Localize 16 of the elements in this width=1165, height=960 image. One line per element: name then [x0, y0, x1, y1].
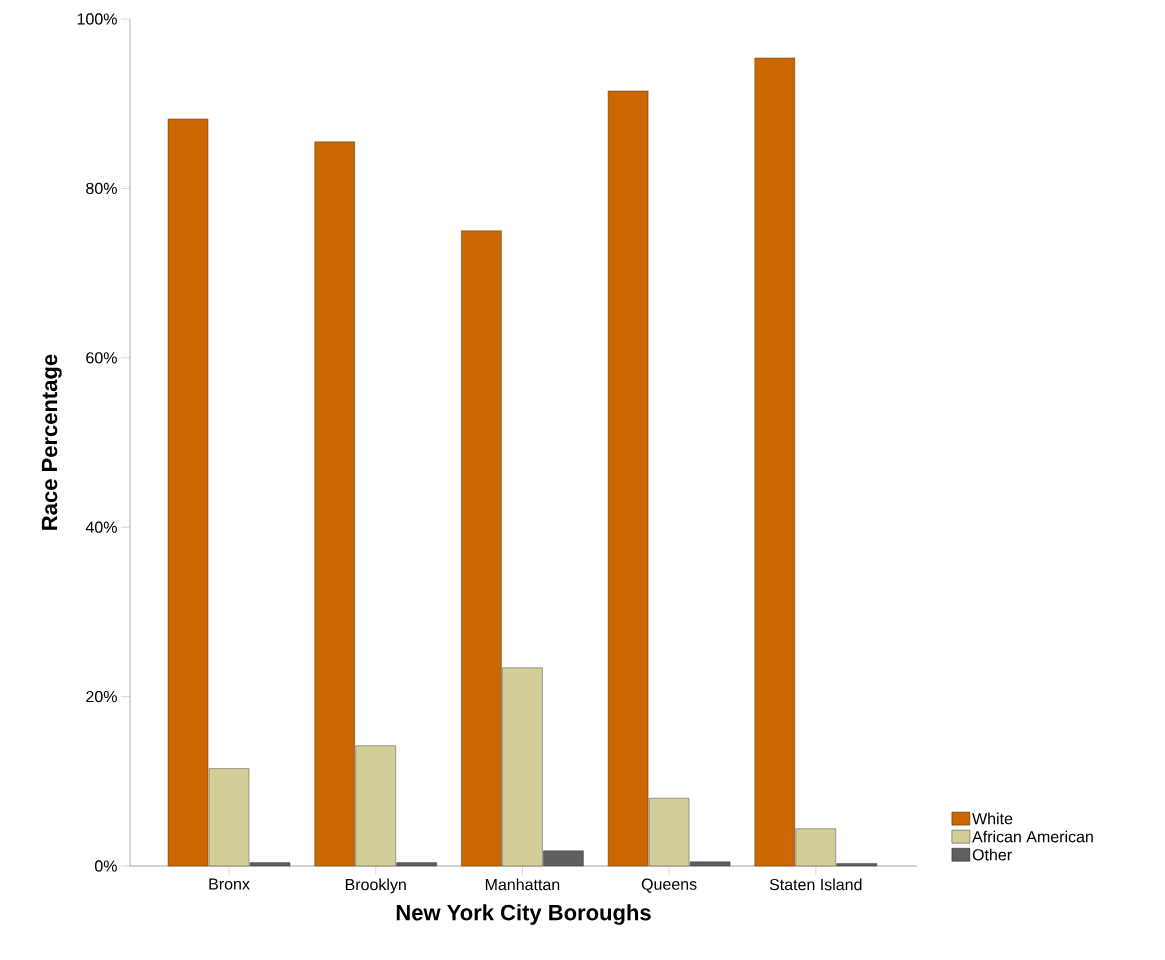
- x-axis-title: New York City Boroughs: [396, 904, 651, 925]
- y-tick-label: 20%: [86, 690, 117, 703]
- legend-label: African American: [972, 830, 1093, 843]
- x-tick-label: Staten Island: [769, 878, 862, 891]
- y-tick-label: 80%: [86, 182, 117, 195]
- y-tick-label: 100%: [77, 13, 117, 25]
- y-axis-title: Race Percentage: [41, 354, 62, 530]
- x-tick-label: Brooklyn: [345, 878, 406, 894]
- x-tick-label: Manhattan: [485, 878, 560, 891]
- x-tick-label: Bronx: [209, 878, 250, 890]
- y-tick-label: 0%: [94, 860, 117, 872]
- y-tick-label: 60%: [86, 352, 117, 364]
- legend-label: Other: [972, 848, 1012, 861]
- x-tick-label: Queens: [641, 878, 697, 893]
- y-tick-label: 40%: [85, 521, 117, 533]
- legend-label: White: [972, 812, 1013, 825]
